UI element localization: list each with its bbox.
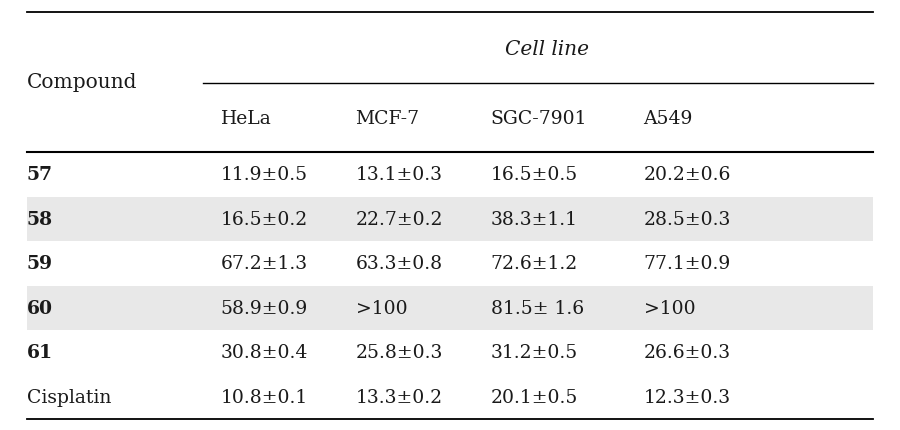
- Text: 38.3±1.1: 38.3±1.1: [491, 210, 578, 228]
- Text: SGC-7901: SGC-7901: [491, 109, 587, 127]
- Text: 61: 61: [27, 344, 53, 362]
- Text: 30.8±0.4: 30.8±0.4: [220, 344, 308, 362]
- Text: 60: 60: [27, 299, 53, 317]
- Text: 67.2±1.3: 67.2±1.3: [220, 255, 308, 273]
- Text: 20.1±0.5: 20.1±0.5: [491, 388, 578, 406]
- Text: 77.1±0.9: 77.1±0.9: [644, 255, 731, 273]
- Text: 72.6±1.2: 72.6±1.2: [491, 255, 578, 273]
- Text: >100: >100: [644, 299, 695, 317]
- Text: MCF-7: MCF-7: [356, 109, 419, 127]
- Text: 13.3±0.2: 13.3±0.2: [356, 388, 443, 406]
- Text: >100: >100: [356, 299, 407, 317]
- Text: 81.5± 1.6: 81.5± 1.6: [491, 299, 583, 317]
- Text: 57: 57: [27, 166, 53, 184]
- Text: 10.8±0.1: 10.8±0.1: [220, 388, 308, 406]
- Text: 16.5±0.2: 16.5±0.2: [220, 210, 308, 228]
- Text: HeLa: HeLa: [220, 109, 271, 127]
- Text: 16.5±0.5: 16.5±0.5: [491, 166, 578, 184]
- Text: Cisplatin: Cisplatin: [27, 388, 112, 406]
- Text: 58: 58: [27, 210, 53, 228]
- Text: 58.9±0.9: 58.9±0.9: [220, 299, 308, 317]
- Text: 20.2±0.6: 20.2±0.6: [644, 166, 731, 184]
- Text: 28.5±0.3: 28.5±0.3: [644, 210, 731, 228]
- Text: 59: 59: [27, 255, 53, 273]
- Text: 26.6±0.3: 26.6±0.3: [644, 344, 731, 362]
- Text: Compound: Compound: [27, 73, 138, 92]
- Bar: [27, 286, 873, 330]
- Bar: [27, 197, 873, 242]
- Text: 13.1±0.3: 13.1±0.3: [356, 166, 443, 184]
- Text: 12.3±0.3: 12.3±0.3: [644, 388, 731, 406]
- Text: 22.7±0.2: 22.7±0.2: [356, 210, 443, 228]
- Text: Cell line: Cell line: [505, 40, 589, 59]
- Text: A549: A549: [644, 109, 693, 127]
- Text: 25.8±0.3: 25.8±0.3: [356, 344, 443, 362]
- Text: 11.9±0.5: 11.9±0.5: [220, 166, 308, 184]
- Text: 31.2±0.5: 31.2±0.5: [491, 344, 578, 362]
- Text: 63.3±0.8: 63.3±0.8: [356, 255, 443, 273]
